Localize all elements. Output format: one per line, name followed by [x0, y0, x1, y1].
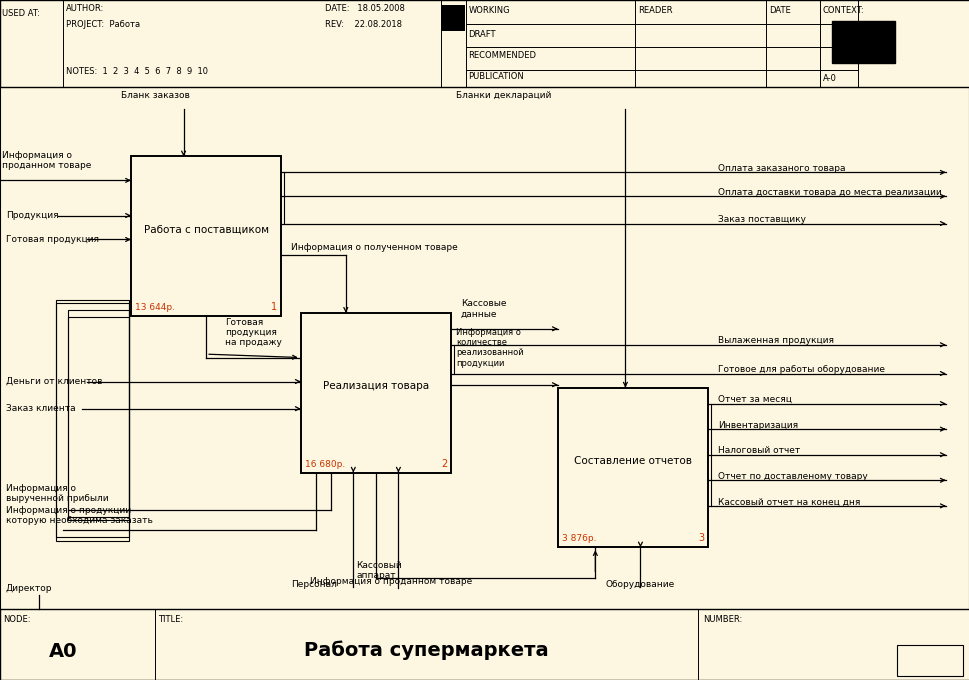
- Text: DATE:   18.05.2008: DATE: 18.05.2008: [325, 4, 404, 13]
- Text: Информация о проданном товаре: Информация о проданном товаре: [310, 577, 472, 586]
- Text: Бланк заказов: Бланк заказов: [121, 90, 190, 100]
- Text: Кассовый
аппарат: Кассовый аппарат: [356, 560, 401, 580]
- Text: Инвентаризация: Инвентаризация: [717, 420, 797, 430]
- Bar: [0, 0, 969, 87]
- Text: Готовая продукция: Готовая продукция: [6, 235, 99, 244]
- Text: PROJECT:  Работа: PROJECT: Работа: [66, 20, 140, 29]
- Text: Составление отчетов: Составление отчетов: [574, 456, 691, 466]
- Bar: [68, 310, 129, 520]
- Text: Вылаженная продукция: Вылаженная продукция: [717, 336, 833, 345]
- Text: DRAFT: DRAFT: [468, 31, 495, 39]
- Text: Кассовый отчет на конец дня: Кассовый отчет на конец дня: [717, 497, 860, 507]
- Text: Оборудование: Оборудование: [606, 580, 674, 590]
- Text: Реализация товара: Реализация товара: [323, 381, 428, 391]
- Text: 13 644р.: 13 644р.: [135, 303, 174, 312]
- Bar: [310, 318, 460, 477]
- Bar: [131, 156, 281, 316]
- Text: Оплата доставки товара до места реализации: Оплата доставки товара до места реализац…: [717, 188, 941, 197]
- Text: USED AT:: USED AT:: [2, 9, 40, 18]
- Bar: [441, 5, 464, 31]
- Text: NOTES:  1  2  3  4  5  6  7  8  9  10: NOTES: 1 2 3 4 5 6 7 8 9 10: [66, 67, 207, 76]
- Text: AUTHOR:: AUTHOR:: [66, 4, 104, 13]
- Text: Работа супермаркета: Работа супермаркета: [304, 641, 548, 660]
- Text: Информация о
вырученной прибыли: Информация о вырученной прибыли: [6, 483, 109, 503]
- Bar: [557, 388, 707, 547]
- Text: 1: 1: [271, 302, 277, 312]
- Text: Оплата заказаного товара: Оплата заказаного товара: [717, 164, 844, 173]
- Text: Отчет за месяц: Отчет за месяц: [717, 395, 791, 404]
- Bar: [831, 21, 894, 63]
- Text: TITLE:: TITLE:: [158, 615, 183, 624]
- Bar: [68, 317, 129, 517]
- Text: Работа с поставщиком: Работа с поставщиком: [143, 224, 268, 235]
- Text: 2: 2: [441, 458, 447, 469]
- Text: DATE: DATE: [768, 6, 790, 15]
- Text: Кассовые
данные: Кассовые данные: [460, 299, 506, 318]
- Text: A-0: A-0: [822, 74, 835, 83]
- Bar: [56, 303, 129, 541]
- Text: NUMBER:: NUMBER:: [703, 615, 741, 624]
- Text: 3: 3: [698, 533, 703, 543]
- Text: Готовое для работы оборудование: Готовое для работы оборудование: [717, 365, 884, 374]
- Text: Готовая
продукция
на продажу: Готовая продукция на продажу: [225, 318, 282, 347]
- Text: REV:    22.08.2018: REV: 22.08.2018: [325, 20, 401, 29]
- Text: Заказ клиента: Заказ клиента: [6, 404, 76, 413]
- Text: A0: A0: [48, 642, 77, 661]
- Text: Информация о продукции
которую необходима заказать: Информация о продукции которую необходим…: [6, 505, 152, 525]
- Bar: [0, 609, 969, 680]
- Text: READER: READER: [638, 6, 672, 15]
- Text: 16 680р.: 16 680р.: [304, 460, 344, 469]
- Text: Информация о
количестве
реализованной
продукции: Информация о количестве реализованной пр…: [455, 328, 523, 368]
- Text: Деньги от клиентов: Деньги от клиентов: [6, 377, 102, 386]
- Text: Информация о
проданном товаре: Информация о проданном товаре: [2, 151, 91, 170]
- Bar: [56, 301, 129, 537]
- Text: Директор: Директор: [6, 583, 52, 593]
- Bar: [141, 161, 291, 321]
- Text: Информация о полученном товаре: Информация о полученном товаре: [291, 243, 457, 252]
- Text: PUBLICATION: PUBLICATION: [468, 72, 523, 81]
- Text: Персонал: Персонал: [292, 580, 337, 590]
- Text: Продукция: Продукция: [6, 211, 58, 220]
- Bar: [567, 392, 717, 552]
- Text: WORKING: WORKING: [468, 6, 510, 15]
- Text: RECOMMENDED: RECOMMENDED: [468, 51, 536, 61]
- Text: NODE:: NODE:: [3, 615, 30, 624]
- Text: Заказ поставщику: Заказ поставщику: [717, 215, 805, 224]
- Text: Отчет по доставленому товару: Отчет по доставленому товару: [717, 472, 866, 481]
- Bar: [896, 645, 962, 676]
- Text: Налоговый отчет: Налоговый отчет: [717, 446, 799, 455]
- Text: CONTEXT:: CONTEXT:: [822, 6, 863, 15]
- Text: 3 876р.: 3 876р.: [561, 534, 596, 543]
- Text: Бланки деклараций: Бланки деклараций: [455, 90, 550, 100]
- Bar: [300, 313, 451, 473]
